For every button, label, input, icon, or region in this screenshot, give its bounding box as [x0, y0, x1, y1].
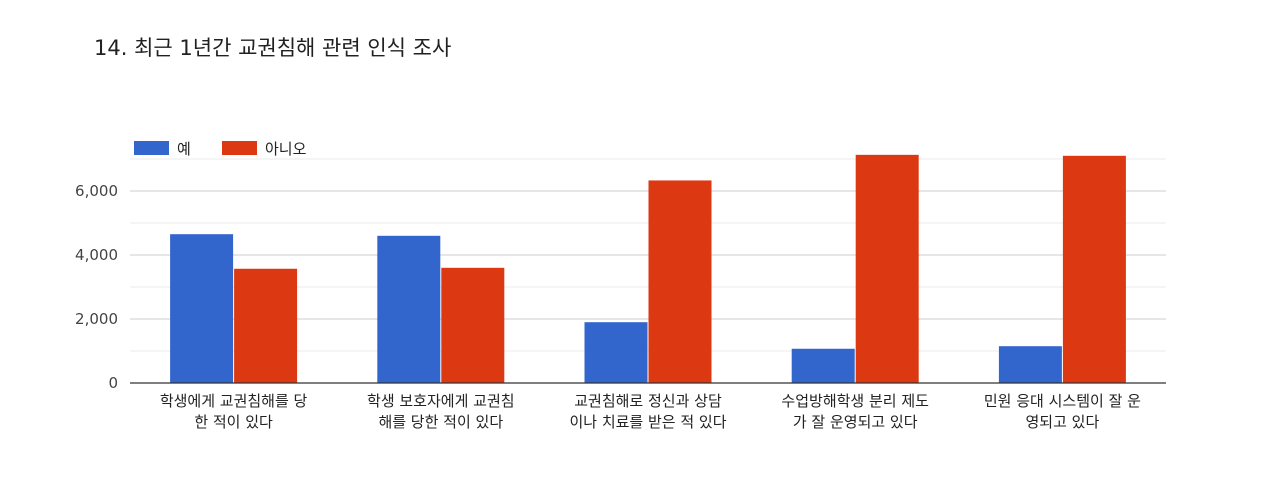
x-tick-label: 수업방해학생 분리 제도 [781, 392, 929, 410]
legend-swatch [222, 141, 257, 155]
legend-swatch [134, 141, 169, 155]
bar-yes [791, 348, 855, 383]
bar-no [441, 267, 505, 383]
legend-label: 아니오 [265, 140, 307, 158]
legend-label: 예 [177, 140, 191, 158]
bar-no [1062, 155, 1126, 383]
bar-yes [584, 322, 648, 383]
y-tick-label: 6,000 [75, 182, 118, 200]
x-tick-label: 영되고 있다 [1026, 413, 1100, 431]
x-tick-label: 가 잘 운영되고 있다 [793, 413, 918, 431]
bar-yes [998, 346, 1062, 383]
x-tick-label: 민원 응대 시스템이 잘 운 [984, 392, 1141, 410]
x-tick-label: 한 적이 있다 [194, 413, 273, 431]
chart-title: 14. 최근 1년간 교권침해 관련 인식 조사 [94, 36, 452, 60]
x-tick-label: 해를 당한 적이 있다 [378, 413, 503, 431]
bar-no [234, 268, 298, 383]
x-tick-label: 교권침해로 정신과 상담 [574, 392, 722, 410]
x-tick-label: 학생 보호자에게 교권침 [367, 392, 515, 410]
x-tick-label: 이나 치료를 받은 적 있다 [569, 413, 726, 431]
x-tick-label: 학생에게 교권침해를 당 [160, 392, 308, 410]
y-tick-label: 2,000 [75, 310, 118, 328]
y-tick-label: 4,000 [75, 246, 118, 264]
bar-yes [170, 234, 234, 383]
bar-yes [377, 235, 441, 383]
bar-no [855, 154, 919, 383]
y-tick-label: 0 [108, 374, 118, 392]
bar-no [648, 180, 712, 383]
